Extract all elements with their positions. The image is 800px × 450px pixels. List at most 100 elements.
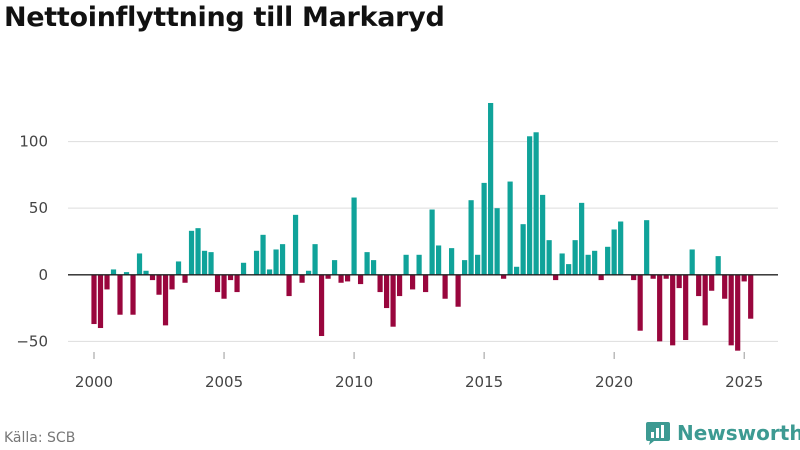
bar [429, 209, 435, 275]
bar [546, 240, 552, 275]
bar [488, 102, 494, 275]
bar [403, 254, 409, 275]
bar-chart: −50 0 50 100 2000 2005 2010 2015 2020 2025 [16, 102, 778, 391]
x-tick-label: 2005 [205, 373, 243, 391]
y-axis: −50 0 50 100 [16, 133, 48, 351]
bar [540, 194, 546, 275]
bar [279, 244, 286, 275]
y-tick-label: 50 [29, 199, 48, 217]
bar [585, 254, 591, 275]
bar [507, 181, 513, 275]
bar [273, 249, 279, 275]
bar [318, 274, 325, 337]
x-tick-label: 2025 [725, 373, 763, 391]
bar [377, 274, 383, 293]
bar [644, 220, 650, 275]
bar [423, 274, 429, 293]
bar [227, 274, 234, 281]
bar [618, 221, 624, 275]
bar [650, 274, 656, 279]
bar [351, 197, 357, 275]
bar [175, 261, 182, 275]
bar [136, 253, 143, 275]
bar [234, 274, 240, 293]
bar [370, 260, 377, 275]
bar [390, 274, 396, 327]
x-tick-label: 2010 [335, 373, 373, 391]
bar [416, 254, 422, 275]
bar [110, 269, 117, 275]
bar [214, 274, 221, 293]
bar [676, 274, 682, 289]
bar [266, 269, 273, 275]
bar [123, 272, 130, 275]
y-tick-label: 0 [38, 266, 48, 284]
bar [494, 208, 500, 275]
bar [299, 274, 305, 283]
bar [201, 250, 208, 275]
bar [383, 274, 390, 309]
bar [715, 256, 721, 275]
x-axis: 2000 2005 2010 2015 2020 2025 [75, 352, 763, 391]
bar [657, 274, 663, 342]
bar [91, 274, 97, 325]
bar [748, 274, 754, 319]
bar [520, 224, 526, 275]
bar [559, 253, 565, 275]
bar [156, 274, 162, 295]
bar [637, 274, 643, 331]
bar [449, 248, 455, 275]
bar [631, 274, 637, 281]
bar [481, 182, 487, 275]
bar [572, 240, 578, 275]
bar [188, 230, 195, 275]
newsworthy-logo-icon [646, 422, 670, 445]
bar [149, 274, 156, 281]
bar [709, 274, 715, 291]
bar [260, 234, 266, 275]
bar [735, 274, 741, 351]
bar [611, 229, 617, 275]
bar [331, 260, 338, 275]
y-tick-label: 100 [19, 133, 48, 151]
bar [533, 132, 539, 275]
bar [130, 274, 136, 315]
bar [455, 274, 461, 307]
bar [253, 250, 260, 275]
bar [605, 246, 611, 275]
bar [396, 274, 403, 297]
bars [91, 102, 754, 351]
bar [410, 274, 416, 290]
bar [702, 274, 708, 326]
bar [475, 254, 481, 275]
bar [598, 274, 604, 281]
y-tick-label: −50 [16, 332, 48, 350]
bar [741, 274, 747, 282]
bar [663, 274, 669, 279]
x-tick-label: 2020 [595, 373, 633, 391]
bar [527, 136, 533, 275]
bar [579, 202, 585, 275]
bar [364, 252, 370, 275]
bar [117, 274, 123, 315]
bar [553, 274, 559, 281]
source-note: Källa: SCB [4, 430, 76, 446]
bar [592, 250, 598, 275]
bar [468, 200, 474, 275]
bar [501, 274, 507, 279]
bar [305, 270, 312, 275]
bar [325, 274, 331, 279]
bar [696, 274, 702, 297]
bar [162, 274, 169, 326]
bar [97, 274, 104, 329]
bar [566, 264, 572, 275]
bar [689, 249, 695, 275]
bar [683, 274, 689, 341]
bar [338, 274, 344, 283]
bar [104, 274, 110, 290]
bar [462, 260, 468, 275]
bar [442, 274, 448, 299]
bar [292, 214, 299, 275]
bar [436, 245, 442, 275]
bar [221, 274, 227, 299]
